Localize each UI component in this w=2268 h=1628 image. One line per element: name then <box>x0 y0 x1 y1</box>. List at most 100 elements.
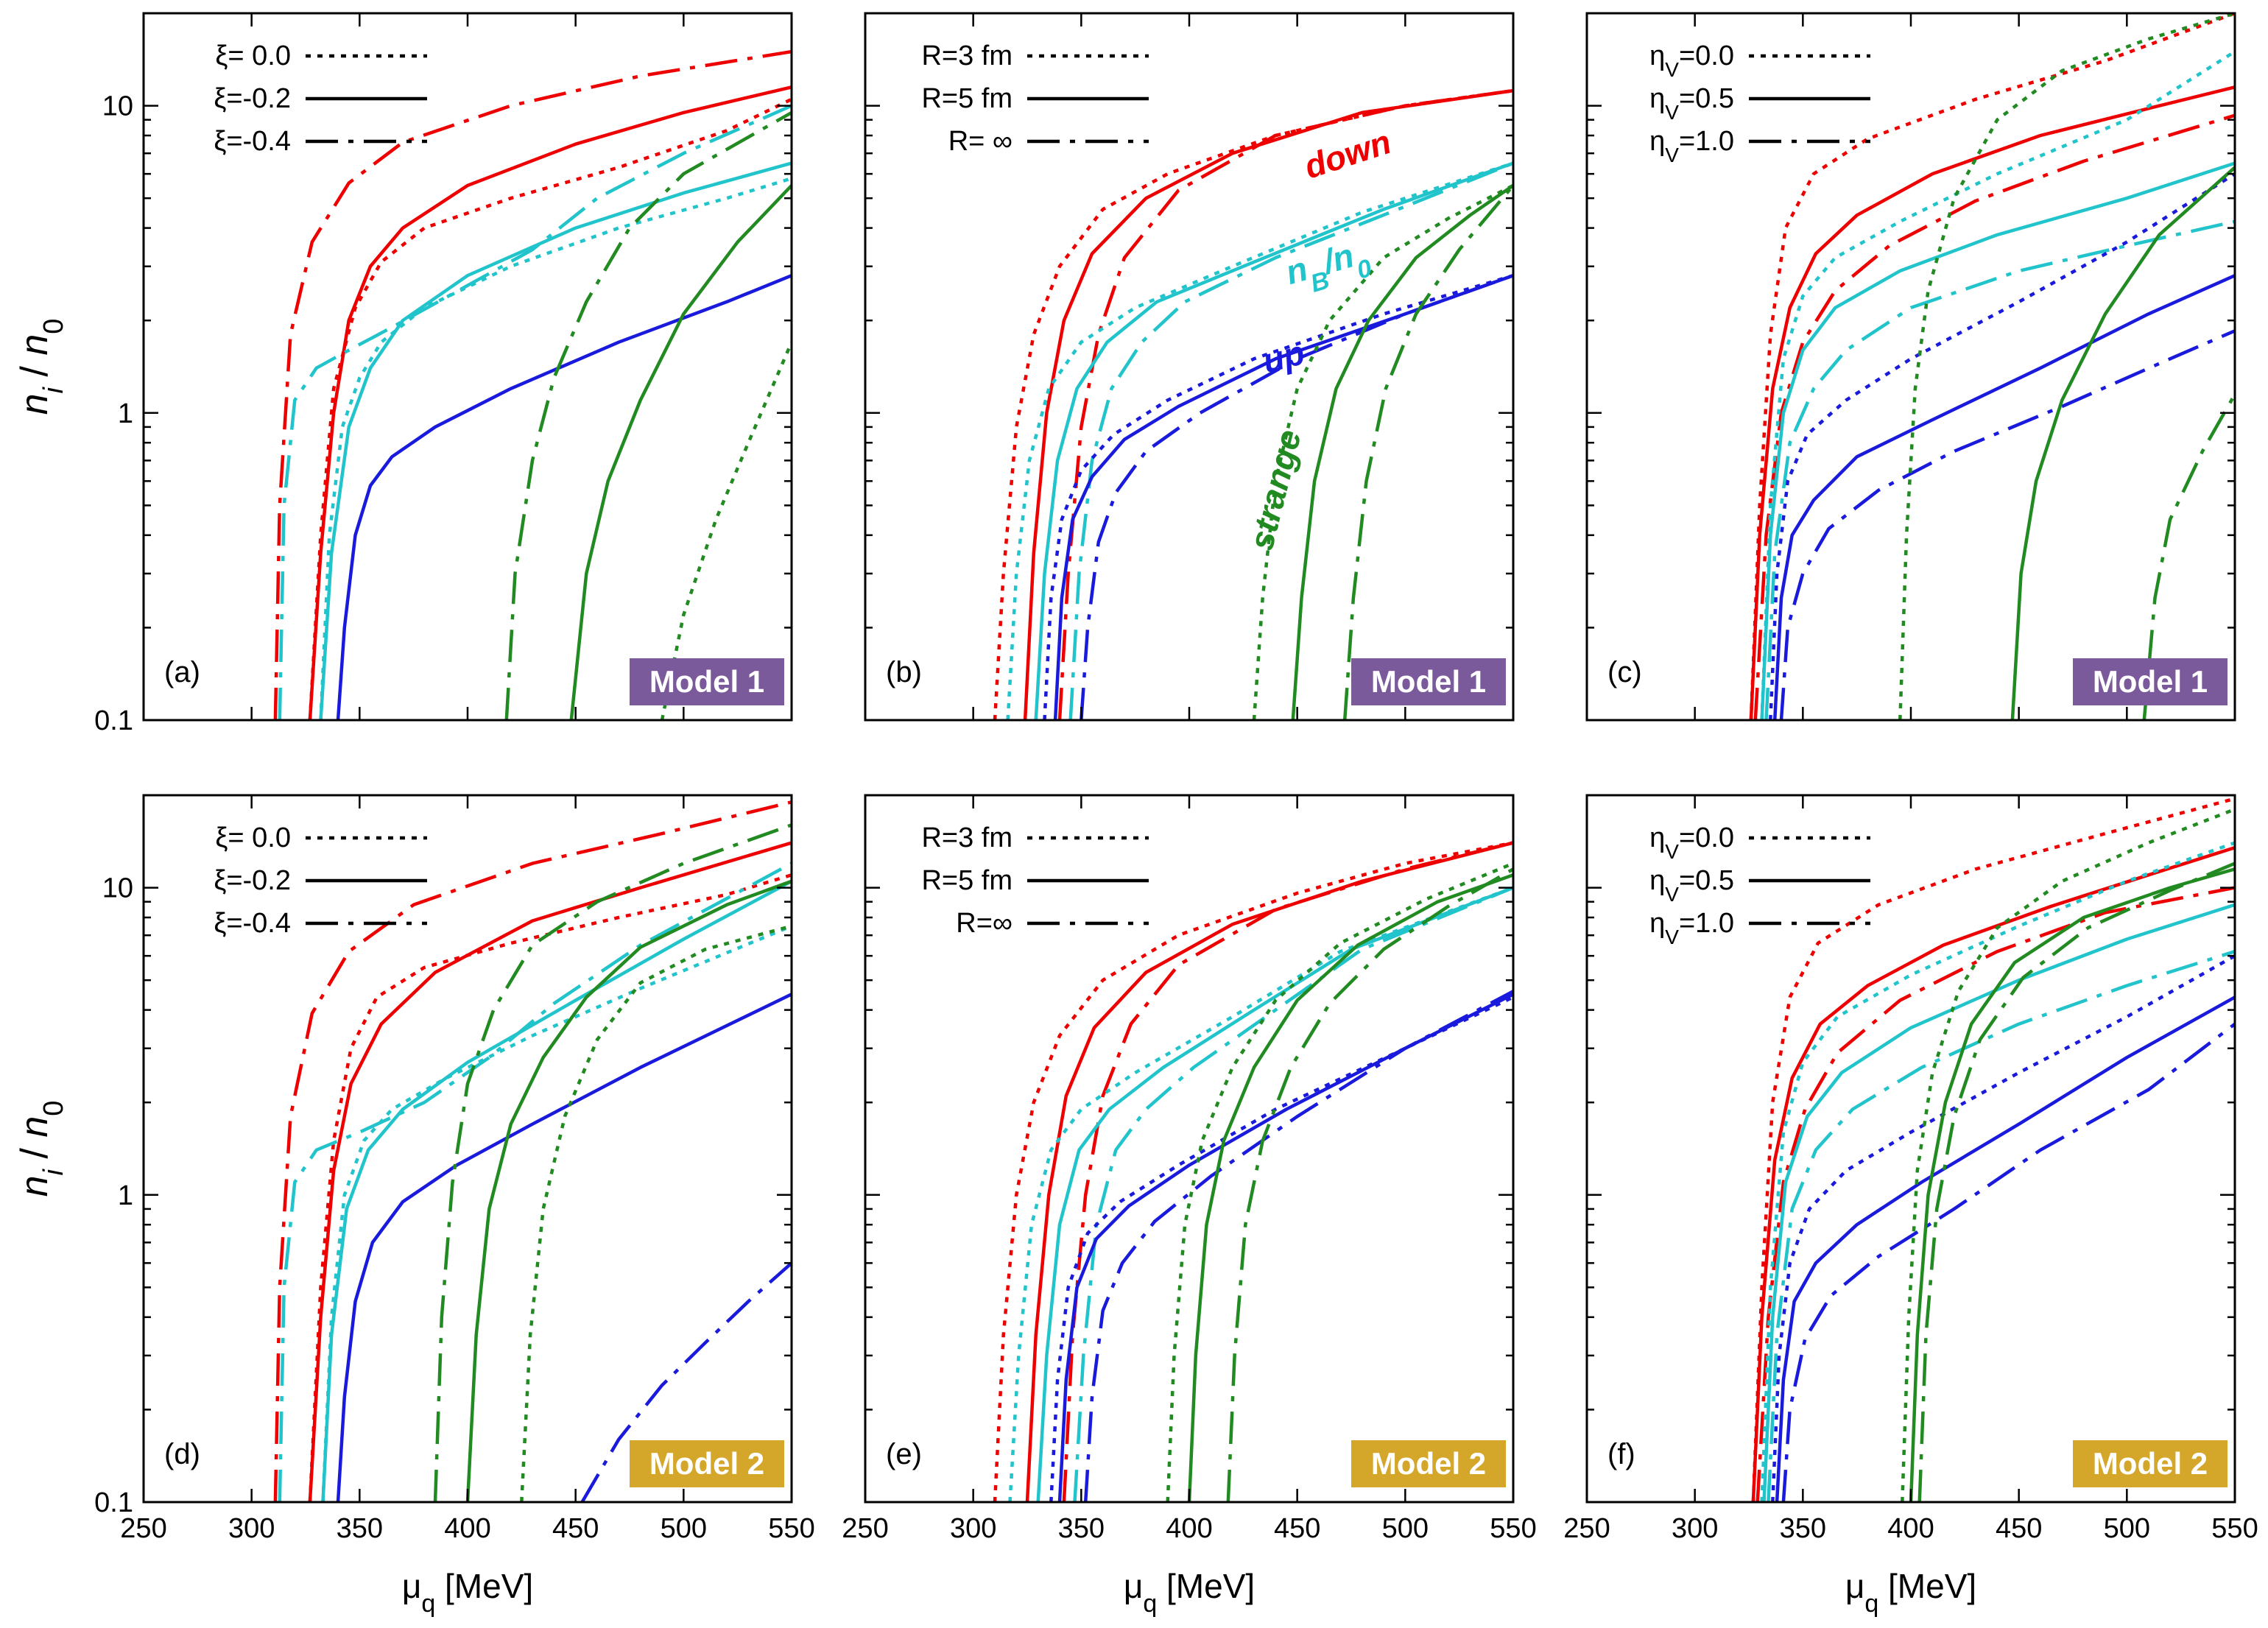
series-line-up-dashdot: up ηV=1.0 <box>1779 329 2235 720</box>
panel-grid: down ξ=0.0down ξ=-0.2down ξ=-0.4nB ξ=0.0… <box>94 12 2258 1544</box>
x-tick-label: 350 <box>337 1513 383 1544</box>
legend-label: R=5 fm <box>921 865 1012 896</box>
y-ticks: 0.1 1 10 <box>94 12 792 736</box>
y-axis-title-n: n <box>13 393 56 415</box>
legend-label: R=∞ <box>956 908 1012 939</box>
legend: ηV=0.0ηV=0.5ηV=1.0 <box>1649 40 1870 166</box>
x-tick-label: 250 <box>1563 1513 1610 1544</box>
legend-symbol: ξ <box>215 40 228 71</box>
legend-label: R=3 fm <box>921 40 1012 71</box>
model-badge <box>2073 1440 2228 1487</box>
series-line-nB-solid: nB ηV=0.5 <box>1762 903 2235 1502</box>
series-line-nB-dashdot: nB ηV=1.0 <box>1764 219 2235 720</box>
y-ticks <box>1587 12 2235 722</box>
series-line-up-solid: up R=5fm <box>1057 993 1513 1502</box>
legend-label: ξ= 0.0 <box>215 40 291 71</box>
legend-symbol: η <box>1649 865 1665 896</box>
panel-d: down ξ=0.0down ξ=-0.2down ξ=-0.4nB ξ=0.0… <box>94 794 815 1544</box>
x-axis-title-mu: μ <box>402 1567 422 1605</box>
panel-a: down ξ=0.0down ξ=-0.2down ξ=-0.4nB ξ=0.0… <box>94 12 793 736</box>
legend-label: ξ=-0.4 <box>214 908 291 939</box>
model-badge <box>630 1440 784 1487</box>
series-line-nB-dot: nB ξ=0.0 <box>319 177 792 720</box>
y-axis-title-sep: / <box>13 1138 56 1169</box>
series-group: down ηV=0.0down ηV=0.5down ηV=1.0nB ηV=0… <box>1749 13 2235 720</box>
panel-f: down ηV=0.0down ηV=0.5down ηV=1.0nB ηV=0… <box>1563 794 2258 1544</box>
x-tick-label: 300 <box>1672 1513 1718 1544</box>
series-line-strange-dot: strange ηV=0.0 <box>1901 808 2235 1502</box>
series-line-down-dashdot: down ηV=1.0 <box>1753 113 2235 720</box>
y-ticks <box>1587 794 2235 1504</box>
x-tick-label: 250 <box>842 1513 888 1544</box>
y-axis-title: ni / n0 <box>13 319 69 415</box>
x-tick-label: 300 <box>950 1513 996 1544</box>
legend-label: ηV=0.5 <box>1649 83 1734 124</box>
x-axis-title-sub: q <box>421 1590 435 1618</box>
legend-subscript: V <box>1665 926 1679 948</box>
series-line-up-dot: up ηV=0.0 <box>1771 954 2235 1502</box>
x-axis-title-unit: [MeV] <box>1878 1567 1976 1605</box>
series-line-down-dot: down R=3fm <box>993 841 1513 1502</box>
y-tick-label: 1 <box>118 1180 133 1211</box>
series-line-strange-solid: strange ηV=0.5 <box>2010 166 2235 720</box>
x-tick-label: 300 <box>228 1513 275 1544</box>
x-axis-title: μq [MeV] <box>402 1567 533 1618</box>
legend-subscript: V <box>1665 883 1679 906</box>
legend-text: R=3 fm <box>921 40 1012 71</box>
model-badge-label: Model 2 <box>649 1446 764 1481</box>
x-tick-label: 500 <box>2104 1513 2150 1544</box>
x-axis-title-mu: μ <box>1124 1567 1144 1605</box>
x-ticks: 250 300 350 400 450 500 550 <box>1563 795 2258 1544</box>
y-tick-label: 10 <box>102 873 133 904</box>
panel-b: down R=3fmdown R=5fmdown R=infnB R=3fmnB… <box>864 12 1515 722</box>
legend: ηV=0.0ηV=0.5ηV=1.0 <box>1649 822 1870 948</box>
series-line-down-dashdot: down ξ=-0.4 <box>273 800 792 1502</box>
series-line-up-solid: up R=5fm <box>1053 274 1513 720</box>
series-line-nB-dashdot: nB R=inf <box>1068 161 1513 720</box>
y-ticks <box>865 12 1513 722</box>
x-axis-title-sub: q <box>1143 1590 1157 1618</box>
x-ticks: 250 300 350 400 450 500 550 <box>120 795 815 1544</box>
x-tick-label: 500 <box>1382 1513 1429 1544</box>
panel-label: (a) <box>164 656 200 688</box>
series-line-nB-solid: nB R=5fm <box>1036 886 1513 1502</box>
model-badge-label: Model 1 <box>649 664 764 699</box>
series-line-nB-dot: nB ξ=0.0 <box>321 924 792 1502</box>
model-badge <box>2073 658 2228 705</box>
legend-symbol: ξ <box>214 126 226 157</box>
model-badge <box>630 658 784 705</box>
series-line-strange-dot: strange ξ=0.0 <box>520 924 792 1502</box>
series-line-strange-solid: strange ηV=0.5 <box>1909 867 2235 1502</box>
legend-text: =0.0 <box>1679 822 1734 853</box>
legend-label: ξ= 0.0 <box>215 822 291 853</box>
legend-text: =-0.2 <box>226 83 291 114</box>
legend-subscript: V <box>1665 101 1679 124</box>
legend-symbol: η <box>1649 908 1665 939</box>
legend-text: =-0.4 <box>226 126 291 157</box>
model-badge-label: Model 2 <box>2093 1446 2208 1481</box>
series-line-strange-dot: strange R=3fm <box>1166 861 1513 1502</box>
series-group: down ξ=0.0down ξ=-0.2down ξ=-0.4nB ξ=0.0… <box>273 800 792 1502</box>
panel-label: (c) <box>1607 656 1642 688</box>
series-line-up-dot: up ηV=0.0 <box>1769 172 2235 720</box>
legend-symbol: ξ <box>214 865 226 896</box>
x-tick-label: 250 <box>120 1513 166 1544</box>
model-badge <box>1351 658 1506 705</box>
series-line-strange-solid: strange R=5fm <box>1291 184 1513 720</box>
series-line-strange-dashdot: strange ηV=1.0 <box>2142 393 2235 720</box>
series-line-nB-solid: nB R=5fm <box>1034 161 1513 720</box>
series-line-down-dot: down ηV=0.0 <box>1751 797 2235 1502</box>
legend-subscript: V <box>1665 840 1679 863</box>
series-line-strange-solid: strange ξ=-0.2 <box>569 184 792 720</box>
legend: R=3 fm R=5 fm R=∞ <box>921 822 1149 939</box>
series-line-strange-dashdot: strange R=inf <box>1342 184 1513 720</box>
x-ticks <box>864 13 1515 720</box>
series-group: down R=3fmdown R=5fmdown R=infnB R=3fmnB… <box>993 88 1513 720</box>
series-line-up-dashdot: up ξ=-0.4 <box>580 1261 792 1502</box>
series-line-strange-dashdot: strange ξ=-0.4 <box>433 823 792 1502</box>
series-group: down ηV=0.0down ηV=0.5down ηV=1.0nB ηV=0… <box>1751 797 2235 1502</box>
x-tick-label: 550 <box>1490 1513 1536 1544</box>
legend-label: ξ=-0.4 <box>214 126 291 157</box>
legend-subscript: V <box>1665 144 1679 166</box>
